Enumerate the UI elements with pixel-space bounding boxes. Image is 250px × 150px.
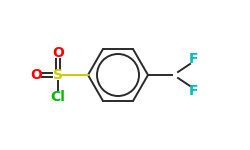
Text: O: O: [30, 68, 42, 82]
Text: O: O: [52, 46, 64, 60]
Text: Cl: Cl: [50, 90, 66, 104]
Text: F: F: [189, 52, 199, 66]
Text: S: S: [53, 68, 63, 82]
Text: F: F: [189, 84, 199, 98]
